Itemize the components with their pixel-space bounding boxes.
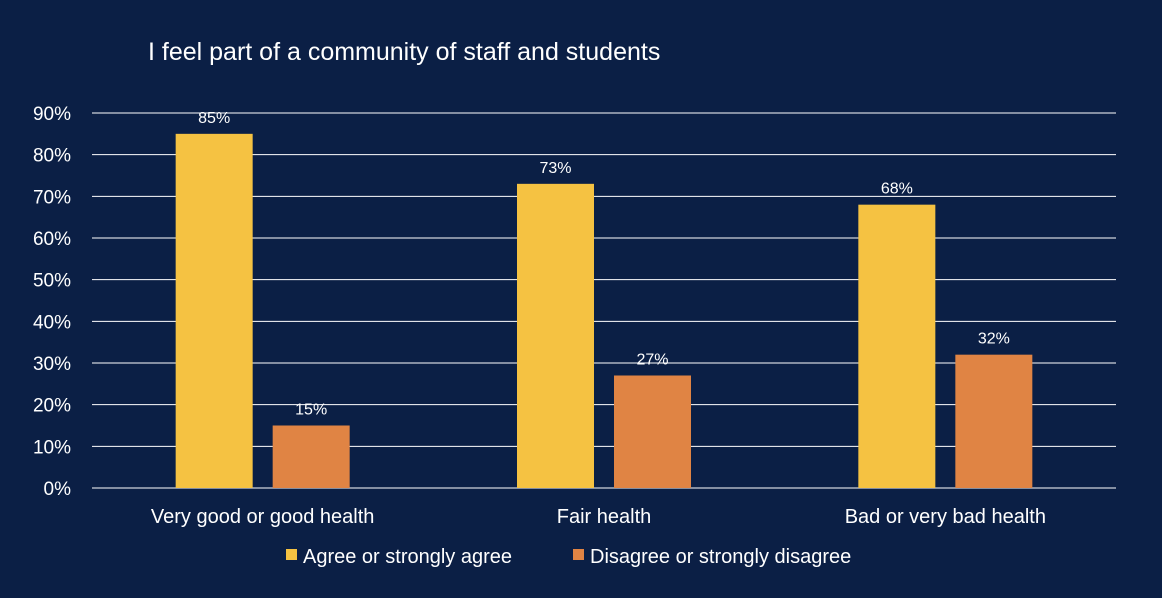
bar-agree bbox=[517, 183, 594, 489]
bar-disagree bbox=[272, 425, 350, 488]
bar-disagree bbox=[614, 375, 691, 488]
x-tick-label: Fair health bbox=[557, 506, 652, 528]
bar-agree bbox=[175, 133, 253, 489]
legend-label: Disagree or strongly disagree bbox=[590, 546, 851, 568]
y-axis-ticks: 0% 10% 20% 30% 40% 50% 60% 70% 80% 90% bbox=[33, 104, 71, 500]
bar-agree bbox=[858, 204, 936, 488]
y-tick-label: 60% bbox=[33, 229, 71, 250]
legend: Agree or strongly agree Disagree or stron… bbox=[286, 546, 851, 568]
data-label: 73% bbox=[539, 160, 571, 177]
legend-label: Agree or strongly agree bbox=[303, 546, 512, 568]
gridlines bbox=[92, 112, 1116, 489]
bars bbox=[175, 133, 1033, 489]
y-tick-label: 20% bbox=[33, 396, 71, 417]
y-tick-label: 10% bbox=[33, 437, 71, 458]
bar-disagree bbox=[955, 354, 1033, 488]
x-tick-label: Bad or very bad health bbox=[845, 506, 1046, 528]
data-label: 15% bbox=[295, 402, 327, 419]
data-label: 68% bbox=[881, 181, 913, 198]
y-tick-label: 70% bbox=[33, 187, 71, 208]
y-tick-label: 90% bbox=[33, 104, 71, 125]
chart-title: I feel part of a community of staff and … bbox=[148, 38, 660, 66]
x-tick-label: Very good or good health bbox=[151, 506, 375, 528]
data-label: 32% bbox=[978, 331, 1010, 348]
data-label: 85% bbox=[198, 110, 230, 127]
legend-swatch bbox=[573, 549, 584, 560]
y-tick-label: 80% bbox=[33, 146, 71, 167]
x-axis-ticks: Very good or good health Fair health Bad o… bbox=[151, 506, 1046, 528]
y-tick-label: 50% bbox=[33, 271, 71, 292]
y-tick-label: 40% bbox=[33, 312, 71, 333]
y-tick-label: 30% bbox=[33, 354, 71, 375]
y-tick-label: 0% bbox=[44, 479, 72, 500]
data-labels: 85% 15% 73% 27% 68% 32% bbox=[198, 110, 1010, 419]
data-label: 27% bbox=[636, 352, 668, 369]
legend-swatch bbox=[286, 549, 297, 560]
